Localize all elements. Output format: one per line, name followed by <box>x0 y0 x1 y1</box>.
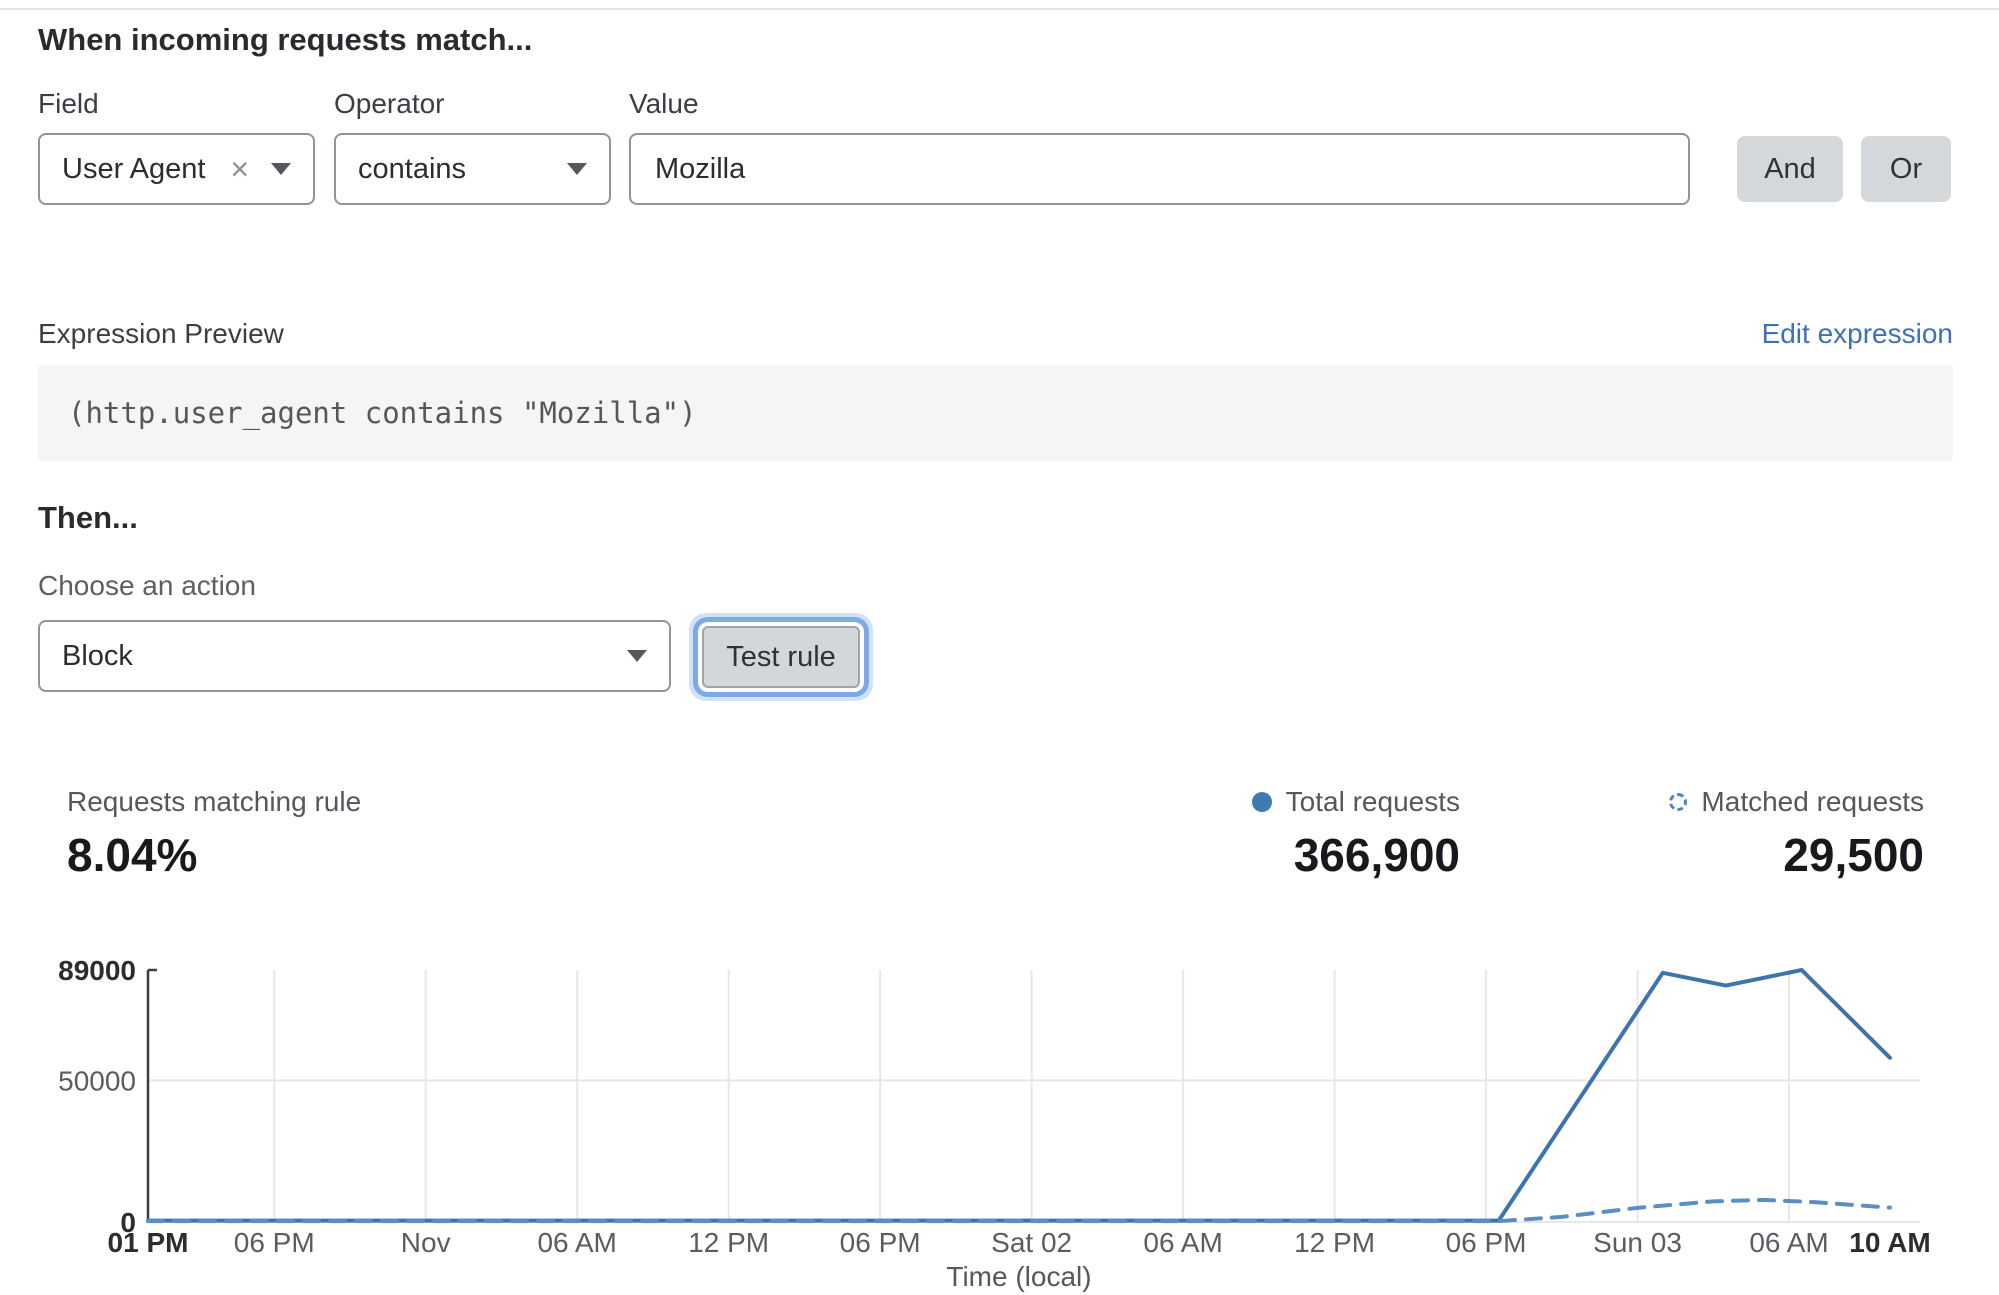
value-label: Value <box>629 88 699 119</box>
svg-text:50000: 50000 <box>58 1065 136 1096</box>
svg-text:89000: 89000 <box>58 955 136 986</box>
x-axis-label: Time (local) <box>946 1261 1091 1292</box>
expression-preview-label: Expression Preview <box>38 318 284 349</box>
test-rule-button[interactable]: Test rule <box>702 626 860 688</box>
clear-field-icon[interactable]: × <box>230 151 249 187</box>
matched-requests-legend-icon <box>1669 793 1688 811</box>
operator-label: Operator <box>334 88 445 119</box>
field-select[interactable]: User Agent × <box>38 133 315 205</box>
stat-total-label: Total requests <box>1285 786 1460 817</box>
svg-text:0: 0 <box>120 1207 136 1238</box>
edit-expression-link[interactable]: Edit expression <box>1761 318 1953 349</box>
svg-text:06 AM: 06 AM <box>1749 1227 1828 1258</box>
then-heading: Then... <box>38 500 138 535</box>
operator-select[interactable]: contains <box>334 133 611 205</box>
expression-code: (http.user_agent contains "Mozilla") <box>68 396 697 430</box>
stat-matched-label: Matched requests <box>1701 786 1924 817</box>
field-label: Field <box>38 88 99 119</box>
expression-preview-block: (http.user_agent contains "Mozilla") <box>38 365 1953 461</box>
svg-text:06 AM: 06 AM <box>537 1227 616 1258</box>
and-button[interactable]: And <box>1737 136 1843 202</box>
svg-text:01 PM: 01 PM <box>108 1227 189 1258</box>
chevron-down-icon <box>271 163 291 175</box>
stat-total-requests: Total requests 366,900 <box>1251 786 1460 882</box>
chevron-down-icon <box>567 163 587 175</box>
svg-text:06 PM: 06 PM <box>234 1227 315 1258</box>
requests-chart: 0 50000 89000 01 PM 06 PM Nov 06 AM 12 PM 06 PM S… <box>58 955 1931 1292</box>
stat-matched-value: 29,500 <box>1783 829 1924 881</box>
field-select-value: User Agent <box>62 152 206 185</box>
or-button[interactable]: Or <box>1861 136 1951 202</box>
matched-requests-line <box>146 1197 1892 1224</box>
page-title: When incoming requests match... <box>38 22 533 57</box>
svg-text:Sat 02: Sat 02 <box>991 1227 1072 1258</box>
svg-text:06 PM: 06 PM <box>1446 1227 1527 1258</box>
svg-text:Sun 03: Sun 03 <box>1593 1227 1682 1258</box>
total-requests-legend-icon <box>1251 792 1272 812</box>
svg-text:12 PM: 12 PM <box>1294 1227 1375 1258</box>
svg-text:10 AM: 10 AM <box>1849 1227 1930 1258</box>
chevron-down-icon <box>627 650 647 662</box>
stat-matching-label: Requests matching rule <box>67 786 362 817</box>
action-select-value: Block <box>62 639 133 672</box>
operator-select-value: contains <box>358 152 467 185</box>
svg-text:Nov: Nov <box>401 1227 451 1258</box>
svg-text:06 PM: 06 PM <box>840 1227 921 1258</box>
total-requests-line <box>146 968 1892 1223</box>
value-input[interactable] <box>629 133 1690 205</box>
svg-text:12 PM: 12 PM <box>688 1227 769 1258</box>
action-select[interactable]: Block <box>38 620 671 692</box>
stat-requests-matching: Requests matching rule 8.04% <box>67 786 361 882</box>
stat-total-value: 366,900 <box>1293 829 1460 881</box>
top-divider <box>0 8 1999 10</box>
stat-matching-value: 8.04% <box>67 829 198 881</box>
svg-text:06 AM: 06 AM <box>1143 1227 1222 1258</box>
stat-matched-requests: Matched requests 29,500 <box>1669 786 1924 882</box>
choose-action-label: Choose an action <box>38 570 256 601</box>
